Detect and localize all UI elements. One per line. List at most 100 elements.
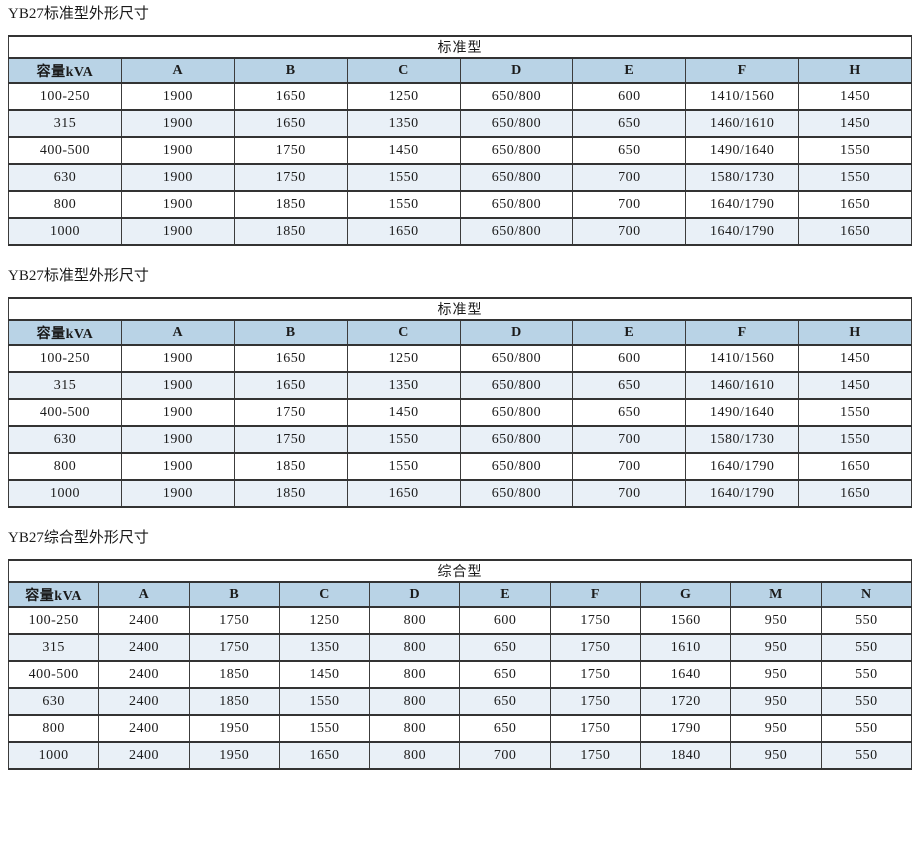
dimension-cell: 1650	[233, 109, 348, 138]
dimension-cell: 1750	[233, 136, 348, 165]
dimension-cell: 1650	[798, 479, 912, 508]
table-row: 315 1900 1650 1350 650/800 650 1460/1610 1450	[8, 109, 912, 138]
dimension-cell: 1900	[120, 217, 235, 246]
table-row: 400-500 2400 1850 1450 800 650 1750 1640 950 550	[7, 660, 913, 689]
dimension-cell: 1610	[640, 633, 732, 662]
dimension-cell: 950	[730, 714, 822, 743]
table-row: 315 1900 1650 1350 650/800 650 1460/1610 1450	[8, 371, 912, 400]
capacity-cell: 630	[8, 163, 122, 192]
dimension-cell: 2400	[98, 633, 190, 662]
dimension-cell: 700	[459, 741, 551, 770]
dimension-cell: 950	[730, 606, 822, 635]
dimension-column-header: D	[369, 581, 461, 608]
dimension-cell: 1900	[120, 82, 235, 111]
dimension-cell: 1450	[798, 371, 912, 400]
dimension-cell: 1650	[798, 217, 912, 246]
table-row: 800 2400 1950 1550 800 650 1750 1790 950 550	[7, 714, 913, 743]
dimension-cell: 1460/1610	[685, 371, 800, 400]
dimension-cell: 2400	[98, 714, 190, 743]
dimension-cell: 1650	[346, 479, 461, 508]
dimension-cell: 1450	[798, 82, 912, 111]
dimension-cell: 950	[730, 633, 822, 662]
dimension-cell: 1410/1560	[685, 82, 800, 111]
dimension-cell: 1650	[798, 452, 912, 481]
dimension-column-header: F	[685, 57, 800, 84]
dimension-cell: 650	[459, 633, 551, 662]
dimension-cell: 800	[369, 660, 461, 689]
dimension-cell: 1350	[346, 371, 461, 400]
table-row: 1000 1900 1850 1650 650/800 700 1640/1790 1650	[8, 479, 912, 508]
table-row: 315 2400 1750 1350 800 650 1750 1610 950 550	[7, 633, 913, 662]
dimension-cell: 650/800	[459, 452, 574, 481]
dimension-cell: 950	[730, 660, 822, 689]
dimension-cell: 650/800	[459, 479, 574, 508]
capacity-cell: 100-250	[8, 344, 122, 373]
dimension-column-header: B	[233, 319, 348, 346]
dimension-cell: 1750	[549, 633, 642, 662]
table-row: 630 2400 1850 1550 800 650 1750 1720 950 550	[7, 687, 913, 716]
dimension-column-header: F	[685, 319, 800, 346]
dimension-column-header: G	[640, 581, 732, 608]
table-row: 1000 2400 1950 1650 800 700 1750 1840 950 550	[7, 741, 913, 770]
dimension-cell: 1250	[278, 606, 371, 635]
group-header-row: 标准型	[8, 297, 912, 321]
table-body: 100-250 1900 1650 1250 650/800 600 1410/1560 14…	[8, 344, 912, 508]
dimension-cell: 1750	[549, 687, 642, 716]
dimension-cell: 1550	[798, 398, 912, 427]
capacity-cell: 100-250	[8, 82, 122, 111]
dimension-cell: 1550	[278, 687, 371, 716]
dimension-cell: 1490/1640	[685, 398, 800, 427]
dimension-cell: 1790	[640, 714, 732, 743]
dimension-cell: 1490/1640	[685, 136, 800, 165]
dimension-cell: 700	[572, 217, 687, 246]
dimension-cell: 1410/1560	[685, 344, 800, 373]
dimension-cell: 1900	[120, 398, 235, 427]
dimension-cell: 1650	[346, 217, 461, 246]
dimension-cell: 1580/1730	[685, 163, 800, 192]
capacity-cell: 315	[8, 109, 122, 138]
capacity-cell: 315	[7, 633, 100, 662]
table-row: 100-250 1900 1650 1250 650/800 600 1410/1560 14…	[8, 82, 912, 111]
sections-container: YB27标准型外形尺寸 标准型 容量kVA A B C D E F H 100-250 1900…	[7, 6, 913, 770]
dimension-column-header: A	[98, 581, 190, 608]
dimension-cell: 1550	[278, 714, 371, 743]
dimension-cell: 1750	[549, 741, 642, 770]
dimension-cell: 650	[572, 371, 687, 400]
dimension-section: YB27标准型外形尺寸 标准型 容量kVA A B C D E F H 100-250 1900…	[8, 268, 912, 508]
dimension-cell: 1900	[120, 136, 235, 165]
dimension-cell: 1750	[549, 606, 642, 635]
dimension-cell: 1750	[188, 633, 280, 662]
dimension-column-header: E	[459, 581, 551, 608]
group-header-cell: 标准型	[8, 297, 912, 321]
dimension-cell: 1450	[278, 660, 371, 689]
dimension-cell: 650	[459, 660, 551, 689]
capacity-cell: 630	[8, 425, 122, 454]
dimension-cell: 800	[369, 741, 461, 770]
dimension-cell: 550	[820, 741, 913, 770]
dimension-column-header: E	[572, 57, 687, 84]
capacity-cell: 800	[7, 714, 100, 743]
dimension-cell: 1550	[798, 163, 912, 192]
dimension-column-header: D	[459, 319, 574, 346]
dimension-cell: 600	[459, 606, 551, 635]
dimension-cell: 550	[820, 714, 913, 743]
dimension-column-header: F	[549, 581, 642, 608]
dimension-cell: 2400	[98, 660, 190, 689]
dimension-cell: 1640/1790	[685, 217, 800, 246]
dimension-cell: 1750	[233, 398, 348, 427]
dimension-cell: 1950	[188, 741, 280, 770]
dimension-cell: 800	[369, 714, 461, 743]
dimension-cell: 1350	[346, 109, 461, 138]
dimension-column-header: E	[572, 319, 687, 346]
dimension-cell: 650/800	[459, 217, 574, 246]
dimensions-table: 标准型 容量kVA A B C D E F H 100-250 1900 1650 1250 650/…	[8, 35, 912, 246]
dimension-cell: 1250	[346, 344, 461, 373]
dimension-section: YB27综合型外形尺寸 综合型 容量kVA A B C D E F G M N 100-250 24…	[7, 530, 913, 770]
dimension-column-header: B	[188, 581, 280, 608]
dimension-cell: 1750	[549, 714, 642, 743]
dimension-cell: 1650	[233, 82, 348, 111]
dimensions-table: 综合型 容量kVA A B C D E F G M N 100-250 2400 1750 1250 80…	[7, 559, 913, 770]
section-title: YB27综合型外形尺寸	[8, 530, 149, 546]
dimension-cell: 1460/1610	[685, 109, 800, 138]
column-header-row: 容量kVA A B C D E F H	[8, 57, 912, 84]
